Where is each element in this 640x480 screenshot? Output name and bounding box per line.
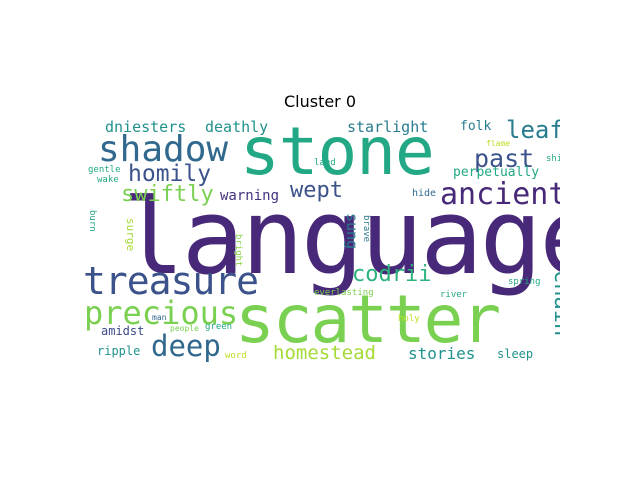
word-burn: burn <box>87 210 97 232</box>
word-gentle: gentle <box>88 165 121 175</box>
word-hide: hide <box>412 188 437 199</box>
word-homily: homily <box>128 161 212 187</box>
word-stone: stone <box>240 117 435 190</box>
word-language: language <box>122 176 560 298</box>
word-land: land <box>314 158 336 168</box>
word-flame: flame <box>486 139 511 148</box>
word-scatter: scatter <box>235 281 501 358</box>
word-chain: chain <box>549 270 560 337</box>
word-river: river <box>440 290 468 300</box>
word-starlight: starlight <box>347 118 429 136</box>
word-folk: folk <box>460 119 492 134</box>
word-swiftly: swiftly <box>121 182 214 207</box>
word-homestead: homestead <box>273 342 376 364</box>
word-treasure: treasure <box>83 259 259 303</box>
word-dniesters: dniesters <box>105 118 187 136</box>
word-wake: wake <box>97 175 119 185</box>
word-warning: warning <box>220 188 280 204</box>
word-sung: sung <box>343 213 361 250</box>
word-green: green <box>205 322 233 332</box>
word-ancient: ancient <box>440 177 560 212</box>
word-everlasting: everlasting <box>314 288 374 298</box>
word-holy: holy <box>398 314 420 324</box>
word-people: people <box>170 324 199 333</box>
word-codrii: codrii <box>352 262 432 287</box>
word-brave: brave <box>361 215 371 243</box>
word-spring: spring <box>508 277 541 287</box>
word-shadow: shadow <box>98 129 229 170</box>
word-stories: stories <box>408 344 476 363</box>
word-shin: shin <box>546 154 560 164</box>
word-surge: surge <box>124 218 137 252</box>
word-perpetually: perpetually <box>453 165 540 180</box>
word-deathly: deathly <box>205 118 269 136</box>
word-deep: deep <box>151 329 221 363</box>
word-amidst: amidst <box>101 324 145 338</box>
chart-title: Cluster 0 <box>283 92 357 111</box>
word-bright: bright <box>233 234 243 267</box>
word-precious: precious <box>84 294 239 332</box>
word-man: man <box>152 313 167 322</box>
word-ripple: ripple <box>97 344 141 358</box>
word-leaf: leaf <box>506 117 560 144</box>
word-past: past <box>474 144 535 173</box>
word-cloud: language stone scatter treasure shadow a… <box>80 117 560 366</box>
word-sleep: sleep <box>497 347 534 361</box>
word-word: word <box>225 351 247 361</box>
word-wept: wept <box>290 178 343 203</box>
